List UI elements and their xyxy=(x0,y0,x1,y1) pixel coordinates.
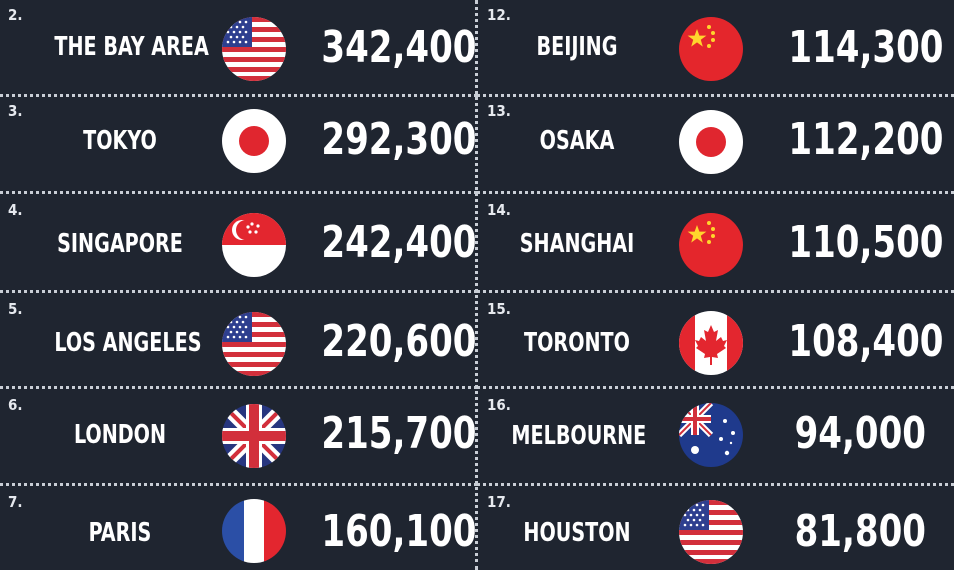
city-name: BEIJING xyxy=(536,32,618,62)
city-name: MELBOURNE xyxy=(511,421,647,451)
value: 342,400 xyxy=(321,22,477,73)
list-item: 15. TORONTO 108,400 xyxy=(477,294,954,389)
rank-number: 5. xyxy=(8,300,23,318)
value: 292,300 xyxy=(321,114,477,165)
france-flag-icon xyxy=(222,499,286,563)
list-item: 6. LONDON 215,700 xyxy=(0,390,477,486)
japan-flag-icon xyxy=(222,109,286,173)
city-name: TOKYO xyxy=(83,126,157,156)
singapore-flag-icon xyxy=(222,213,286,277)
list-item: 16. MELBOURNE 94,000 xyxy=(477,390,954,486)
rank-number: 3. xyxy=(8,102,23,120)
rank-number: 17. xyxy=(487,493,511,511)
rank-number: 16. xyxy=(487,396,511,414)
list-item: 13. OSAKA 112,200 xyxy=(477,96,954,194)
japan-flag-icon xyxy=(679,110,743,174)
rank-number: 15. xyxy=(487,300,511,318)
value: 215,700 xyxy=(321,408,477,459)
usa-flag-icon xyxy=(222,17,286,81)
usa-flag-icon xyxy=(679,500,743,564)
value: 108,400 xyxy=(788,316,944,367)
australia-flag-icon xyxy=(679,403,743,467)
list-item: 4. SINGAPORE 242,400 xyxy=(0,195,477,293)
city-name: LOS ANGELES xyxy=(54,328,202,358)
rank-number: 14. xyxy=(487,201,511,219)
value: 114,300 xyxy=(788,22,944,73)
list-item: 17. HOUSTON 81,800 xyxy=(477,487,954,570)
value: 160,100 xyxy=(321,506,477,557)
column-divider xyxy=(475,0,478,570)
left-column: 2. THE BAY AREA 342,400 3. TOKYO 292,300… xyxy=(0,0,477,570)
city-name: SHANGHAI xyxy=(519,229,635,259)
value: 220,600 xyxy=(321,316,477,367)
list-item: 5. LOS ANGELES 220,600 xyxy=(0,294,477,389)
value: 81,800 xyxy=(794,506,926,557)
list-item: 2. THE BAY AREA 342,400 xyxy=(0,0,477,97)
value: 242,400 xyxy=(321,217,477,268)
rank-number: 12. xyxy=(487,6,511,24)
value: 112,200 xyxy=(788,114,944,165)
city-name: TORONTO xyxy=(524,328,630,358)
city-name: THE BAY AREA xyxy=(54,32,209,62)
rank-number: 13. xyxy=(487,102,511,120)
uk-flag-icon xyxy=(222,404,286,468)
value: 110,500 xyxy=(788,217,944,268)
city-name: HOUSTON xyxy=(523,518,631,548)
list-item: 7. PARIS 160,100 xyxy=(0,487,477,570)
city-name: SINGAPORE xyxy=(57,229,183,259)
usa-flag-icon xyxy=(222,312,286,376)
city-name: OSAKA xyxy=(539,126,615,156)
list-item: 12. BEIJING 114,300 xyxy=(477,0,954,97)
canada-flag-icon xyxy=(679,311,743,375)
value: 94,000 xyxy=(794,408,926,459)
rank-number: 2. xyxy=(8,6,23,24)
city-name: LONDON xyxy=(73,420,167,450)
rank-number: 4. xyxy=(8,201,23,219)
list-item: 14. SHANGHAI 110,500 xyxy=(477,195,954,293)
china-flag-icon xyxy=(679,213,743,277)
list-item: 3. TOKYO 292,300 xyxy=(0,96,477,194)
rank-number: 7. xyxy=(8,493,23,511)
china-flag-icon xyxy=(679,17,743,81)
rank-number: 6. xyxy=(8,396,23,414)
right-column: 12. BEIJING 114,300 13. OSAKA 112,200 14… xyxy=(477,0,954,570)
city-name: PARIS xyxy=(88,518,152,548)
